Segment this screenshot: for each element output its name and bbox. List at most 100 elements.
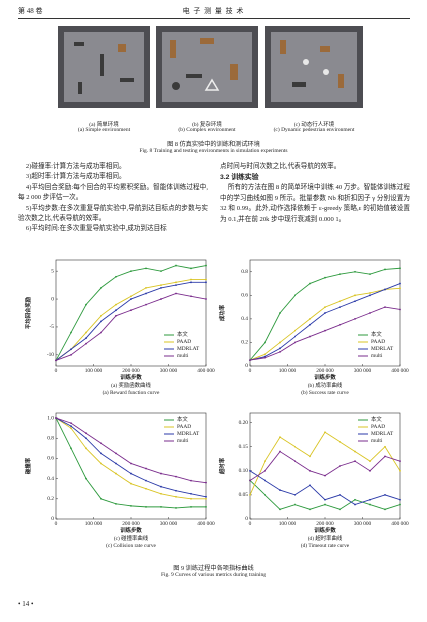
data-point — [399, 308, 401, 311]
page-number: • 14 • — [18, 600, 34, 608]
data-point — [70, 422, 72, 424]
x-axis-label: 训练步数 — [314, 526, 336, 534]
data-point — [115, 472, 117, 475]
chart-caption-zh: (a) 奖励函数曲线 — [111, 381, 151, 389]
data-point — [264, 341, 266, 344]
x-axis-label: 训练步数 — [314, 373, 336, 381]
data-point — [85, 447, 87, 450]
data-point — [175, 292, 177, 295]
x-tick-label: 100 000 — [279, 368, 297, 374]
data-point — [339, 300, 341, 303]
data-point — [175, 281, 177, 284]
env-pedestrian — [265, 26, 363, 108]
data-point — [160, 492, 162, 495]
series — [55, 417, 207, 498]
data-point — [85, 337, 87, 340]
data-point — [399, 498, 401, 501]
data-point — [339, 273, 341, 276]
data-point — [160, 298, 162, 300]
data-point — [100, 497, 102, 500]
panel-caption-en: (a) Simple environment — [77, 127, 131, 133]
chart: 0 0.05 0.10 0.15 0.20 0 100 000 200 000 300 000 4… — [218, 412, 409, 549]
data-point — [339, 323, 341, 326]
series — [249, 479, 401, 511]
data-point — [205, 497, 207, 500]
data-point — [354, 317, 356, 320]
data-point — [100, 462, 102, 465]
data-point — [190, 295, 192, 298]
x-tick-label: 0 — [55, 368, 58, 374]
data-point — [339, 441, 341, 443]
y-tick-label: 0 — [245, 363, 248, 369]
series — [55, 278, 207, 362]
data-point — [190, 505, 192, 508]
data-point — [354, 498, 356, 501]
panel-caption-zh: (a) 简单环境 — [89, 122, 119, 128]
data-point — [249, 479, 251, 482]
chart-caption-en: (c) Collision rate curve — [106, 542, 156, 549]
data-point — [85, 437, 87, 440]
x-tick-label: 0 — [55, 521, 58, 527]
data-point — [354, 503, 356, 506]
data-point — [55, 359, 57, 362]
data-point — [130, 482, 132, 485]
y-axis-label: 碰撞率 — [24, 457, 32, 475]
paragraph: 点时间与时间次数之比,代表导航的效率。 — [220, 163, 341, 170]
data-point — [249, 359, 251, 362]
data-point — [190, 479, 192, 482]
x-tick-label: 100 000 — [85, 521, 103, 527]
data-point — [70, 348, 72, 351]
panel-caption-en: (b) Complex environment — [178, 127, 236, 133]
legend-label: 本文 — [371, 330, 382, 338]
x-tick-label: 200 000 — [122, 368, 140, 374]
data-point — [70, 353, 72, 356]
y-axis-label: 成功率 — [218, 304, 226, 321]
data-point — [190, 281, 192, 284]
series — [55, 292, 207, 362]
data-point — [324, 503, 326, 506]
y-tick-label: 0.4 — [47, 476, 54, 482]
data-point — [85, 303, 87, 306]
chart: 0 0.2 0.4 0.6 0.8 1.0 0 100 000 200 000 300 000 40… — [24, 412, 215, 549]
data-point — [294, 294, 296, 297]
figure-caption-zh: 图 8 仿真实验中的训练和测试环境 — [167, 141, 260, 148]
data-point — [339, 494, 341, 496]
env-simple — [58, 26, 150, 108]
data-point — [279, 489, 281, 491]
chart-caption-zh: (c) 碰撞率曲线 — [114, 534, 149, 542]
data-point — [399, 282, 401, 285]
data-point — [399, 503, 401, 506]
data-point — [190, 492, 192, 495]
data-point — [175, 475, 177, 478]
legend-label: MDRLAT — [177, 431, 200, 437]
data-point — [309, 317, 311, 320]
header-rule — [18, 18, 410, 19]
x-tick-label: 200 000 — [122, 521, 140, 527]
data-point — [399, 287, 401, 290]
x-axis-label: 训练步数 — [120, 526, 142, 534]
panel-caption-zh: (c) 动态行人环境 — [293, 122, 335, 128]
legend-label: multi — [177, 353, 189, 359]
figure-caption-en: Fig. 9 Curves of various metrics during … — [160, 572, 267, 578]
data-point — [145, 267, 147, 270]
data-point — [309, 335, 311, 338]
legend-label: PAAD — [177, 339, 191, 345]
data-point — [279, 436, 281, 438]
legend-label: PAAD — [371, 339, 385, 345]
data-point — [160, 505, 162, 508]
data-point — [160, 472, 162, 475]
data-point — [115, 309, 117, 312]
data-point — [205, 298, 207, 300]
data-point — [279, 350, 281, 353]
data-point — [339, 465, 341, 467]
y-tick-label: 0.20 — [239, 420, 249, 426]
data-point — [55, 417, 57, 419]
data-point — [205, 264, 207, 267]
data-point — [264, 353, 266, 356]
data-point — [100, 286, 102, 289]
y-tick-label: 0.10 — [239, 468, 249, 474]
data-point — [190, 497, 192, 500]
data-point — [85, 477, 87, 480]
